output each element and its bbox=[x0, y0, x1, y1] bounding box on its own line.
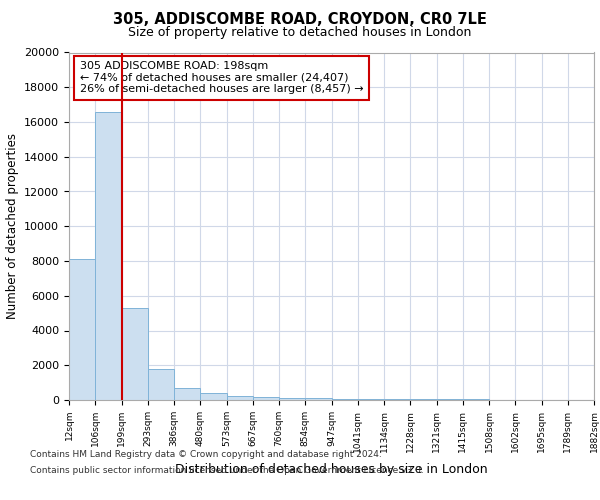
Bar bbox=[279, 398, 305, 400]
Bar bbox=[121, 308, 148, 400]
Bar bbox=[95, 112, 121, 400]
Bar bbox=[358, 399, 384, 400]
Bar bbox=[253, 397, 279, 400]
Bar bbox=[331, 398, 358, 400]
Text: 305 ADDISCOMBE ROAD: 198sqm
← 74% of detached houses are smaller (24,407)
26% of: 305 ADDISCOMBE ROAD: 198sqm ← 74% of det… bbox=[79, 61, 363, 94]
Bar bbox=[384, 399, 410, 400]
Text: Contains public sector information licensed under the Open Government Licence v3: Contains public sector information licen… bbox=[30, 466, 424, 475]
Bar bbox=[148, 368, 174, 400]
Bar bbox=[174, 388, 200, 400]
Y-axis label: Number of detached properties: Number of detached properties bbox=[5, 133, 19, 320]
Text: Contains HM Land Registry data © Crown copyright and database right 2024.: Contains HM Land Registry data © Crown c… bbox=[30, 450, 382, 459]
X-axis label: Distribution of detached houses by size in London: Distribution of detached houses by size … bbox=[175, 463, 488, 476]
Text: Size of property relative to detached houses in London: Size of property relative to detached ho… bbox=[128, 26, 472, 39]
Bar bbox=[69, 260, 95, 400]
Text: 305, ADDISCOMBE ROAD, CROYDON, CR0 7LE: 305, ADDISCOMBE ROAD, CROYDON, CR0 7LE bbox=[113, 12, 487, 28]
Bar bbox=[227, 396, 253, 400]
Bar bbox=[410, 399, 437, 400]
Bar bbox=[305, 398, 331, 400]
Bar bbox=[200, 394, 227, 400]
